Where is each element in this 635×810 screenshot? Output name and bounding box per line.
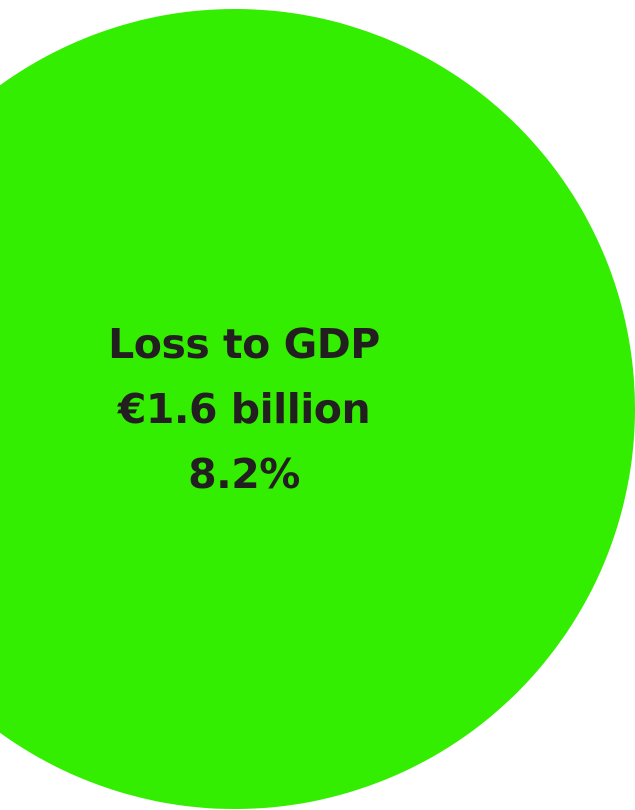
label-percent: 8.2% bbox=[188, 450, 300, 498]
label-title: Loss to GDP bbox=[108, 320, 380, 368]
label-amount: €1.6 billion bbox=[117, 385, 371, 433]
green-circle bbox=[0, 9, 635, 809]
gdp-loss-label: Loss to GDP €1.6 billion 8.2% bbox=[44, 312, 444, 507]
